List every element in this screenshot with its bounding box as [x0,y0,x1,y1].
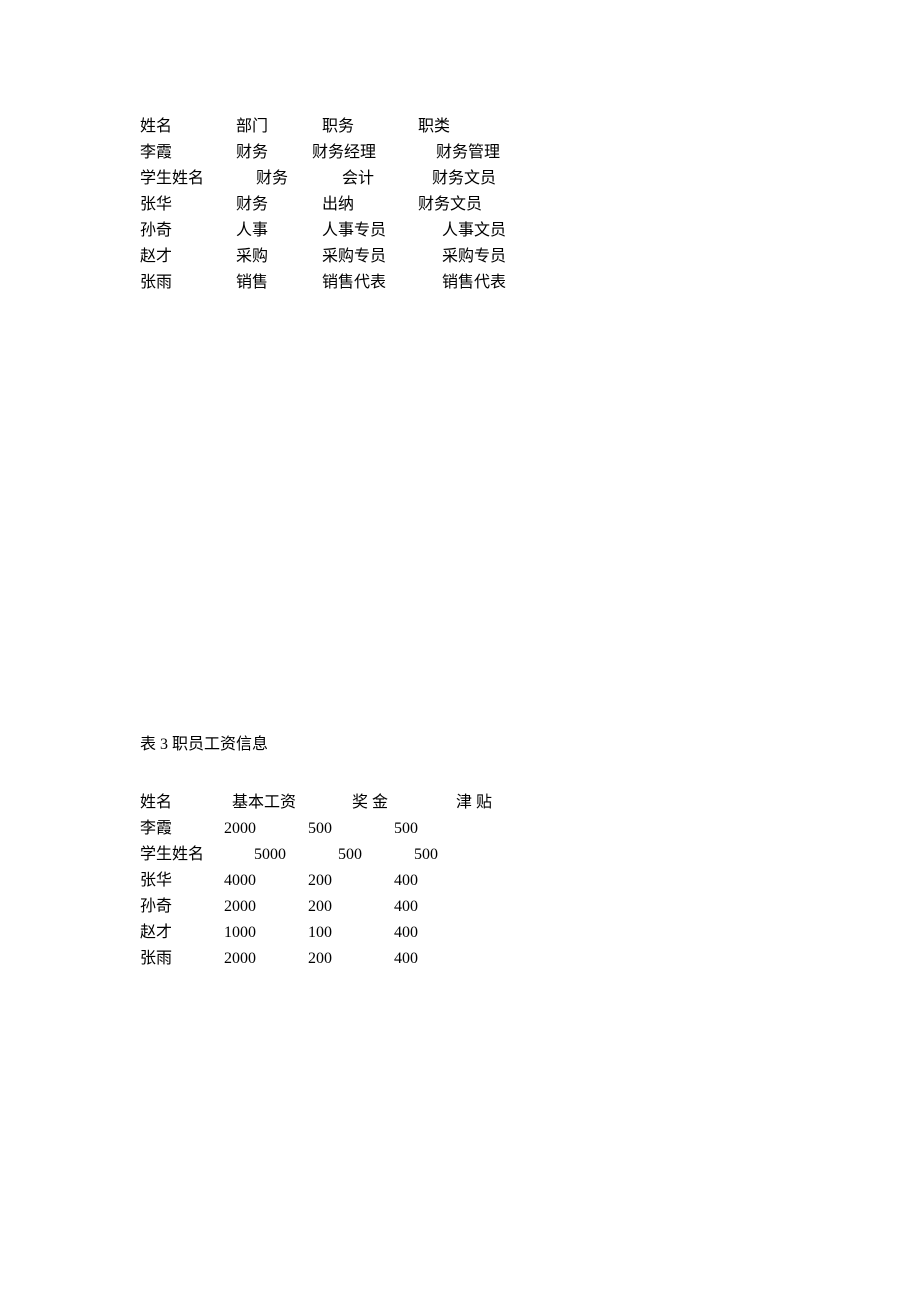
cell-dept: 财务 [236,140,308,166]
cell-base: 4000 [224,868,304,894]
cell-name: 张雨 [140,946,220,972]
cell-name: 学生姓名 [140,166,252,192]
cell-dept: 销售 [236,270,318,296]
cell-name: 赵才 [140,244,232,270]
cell-pos: 人事专员 [322,218,438,244]
cell-type: 采购专员 [442,244,506,270]
table-row: 孙奇 人事 人事专员 人事文员 [140,218,506,244]
col-header: 津 贴 [456,790,492,816]
cell-base: 5000 [254,842,334,868]
col-header: 基本工资 [232,790,348,816]
table-row: 赵才 1000 100 400 [140,920,492,946]
table-row: 张华 财务 出纳 财务文员 [140,192,506,218]
salary-info-table: 姓名 基本工资 奖 金 津 贴 李霞 2000 500 500 学生姓名 500… [140,790,492,972]
table-row: 孙奇 2000 200 400 [140,894,492,920]
col-header: 职务 [322,114,414,140]
cell-base: 2000 [224,946,304,972]
table-header-row: 姓名 部门 职务 职类 [140,114,506,140]
cell-pos: 采购专员 [322,244,438,270]
cell-pos: 会计 [342,166,428,192]
cell-allow: 500 [394,816,418,842]
col-header: 职类 [418,114,450,140]
cell-type: 销售代表 [442,270,506,296]
cell-name: 张华 [140,868,220,894]
cell-name: 张雨 [140,270,232,296]
cell-dept: 财务 [236,192,318,218]
col-header: 姓名 [140,790,228,816]
table-row: 李霞 2000 500 500 [140,816,492,842]
table-row: 张雨 2000 200 400 [140,946,492,972]
table-row: 学生姓名 5000 500 500 [140,842,492,868]
cell-bonus: 200 [308,868,390,894]
cell-base: 2000 [224,816,304,842]
cell-bonus: 500 [308,816,390,842]
table-row: 赵才 采购 采购专员 采购专员 [140,244,506,270]
cell-pos: 销售代表 [322,270,438,296]
col-header: 部门 [236,114,318,140]
cell-allow: 400 [394,868,418,894]
cell-dept: 人事 [236,218,318,244]
cell-name: 学生姓名 [140,842,250,868]
cell-pos: 出纳 [322,192,414,218]
cell-name: 赵才 [140,920,220,946]
cell-name: 李霞 [140,140,232,166]
cell-base: 1000 [224,920,304,946]
table-row: 张雨 销售 销售代表 销售代表 [140,270,506,296]
cell-name: 张华 [140,192,232,218]
cell-allow: 400 [394,894,418,920]
cell-type: 人事文员 [442,218,506,244]
table-row: 张华 4000 200 400 [140,868,492,894]
cell-allow: 400 [394,946,418,972]
table-caption: 表 3 职员工资信息 [140,730,268,754]
cell-bonus: 200 [308,946,390,972]
cell-bonus: 500 [338,842,410,868]
col-header: 姓名 [140,114,232,140]
cell-dept: 财务 [256,166,338,192]
cell-type: 财务文员 [432,166,496,192]
cell-allow: 400 [394,920,418,946]
cell-bonus: 200 [308,894,390,920]
cell-name: 李霞 [140,816,220,842]
cell-allow: 500 [414,842,438,868]
cell-type: 财务文员 [418,192,482,218]
cell-name: 孙奇 [140,894,220,920]
table-row: 李霞 财务 财务经理 财务管理 [140,140,506,166]
table-row: 学生姓名 财务 会计 财务文员 [140,166,506,192]
col-header: 奖 金 [352,790,452,816]
cell-name: 孙奇 [140,218,232,244]
cell-dept: 采购 [236,244,318,270]
cell-base: 2000 [224,894,304,920]
cell-bonus: 100 [308,920,390,946]
staff-info-table: 姓名 部门 职务 职类 李霞 财务 财务经理 财务管理 学生姓名 财务 会计 财… [140,114,506,296]
cell-type: 财务管理 [436,140,500,166]
table-header-row: 姓名 基本工资 奖 金 津 贴 [140,790,492,816]
cell-pos: 财务经理 [312,140,432,166]
